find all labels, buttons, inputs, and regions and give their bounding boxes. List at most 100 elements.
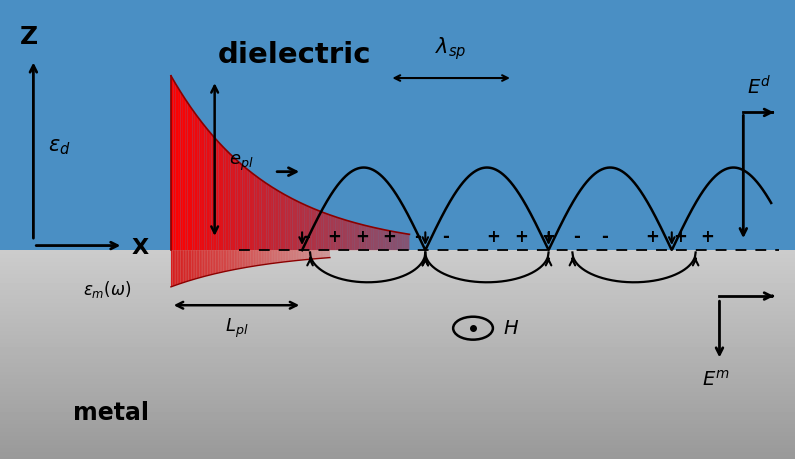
- Text: $\varepsilon_m(\omega)$: $\varepsilon_m(\omega)$: [83, 279, 131, 300]
- Polygon shape: [369, 226, 371, 250]
- Polygon shape: [174, 250, 176, 285]
- Polygon shape: [204, 250, 206, 276]
- Polygon shape: [324, 213, 326, 250]
- Text: +: +: [645, 228, 659, 246]
- Polygon shape: [374, 228, 376, 250]
- Polygon shape: [239, 250, 241, 269]
- Polygon shape: [328, 250, 330, 257]
- Text: -: -: [303, 228, 309, 246]
- Polygon shape: [206, 250, 207, 276]
- Bar: [0, 0, 795, 250]
- Polygon shape: [407, 234, 409, 250]
- Polygon shape: [193, 250, 195, 280]
- Polygon shape: [300, 250, 301, 260]
- Polygon shape: [242, 165, 245, 250]
- Polygon shape: [252, 173, 254, 250]
- Polygon shape: [212, 250, 214, 274]
- Polygon shape: [190, 250, 192, 280]
- Text: -: -: [573, 228, 580, 246]
- Polygon shape: [238, 250, 239, 269]
- Polygon shape: [262, 180, 264, 250]
- Polygon shape: [192, 250, 193, 280]
- Polygon shape: [327, 250, 328, 258]
- Polygon shape: [293, 250, 295, 261]
- Polygon shape: [362, 224, 364, 250]
- Text: $E^m$: $E^m$: [701, 369, 730, 390]
- Text: +: +: [486, 228, 500, 246]
- Text: +: +: [514, 228, 528, 246]
- Polygon shape: [260, 250, 262, 265]
- Polygon shape: [264, 182, 266, 250]
- Polygon shape: [214, 250, 215, 274]
- Polygon shape: [350, 221, 352, 250]
- Polygon shape: [405, 234, 407, 250]
- Polygon shape: [312, 250, 314, 259]
- Polygon shape: [190, 106, 192, 250]
- Polygon shape: [257, 250, 258, 266]
- Polygon shape: [250, 250, 252, 267]
- Polygon shape: [228, 152, 231, 250]
- Polygon shape: [352, 222, 355, 250]
- Polygon shape: [259, 179, 262, 250]
- Text: $e_{pl}$: $e_{pl}$: [229, 153, 254, 173]
- Polygon shape: [197, 116, 200, 250]
- Polygon shape: [269, 185, 271, 250]
- Polygon shape: [326, 213, 328, 250]
- Polygon shape: [257, 177, 259, 250]
- Polygon shape: [217, 250, 219, 273]
- Polygon shape: [185, 99, 188, 250]
- Polygon shape: [226, 150, 228, 250]
- Polygon shape: [268, 250, 270, 264]
- Polygon shape: [297, 201, 300, 250]
- Polygon shape: [200, 250, 201, 278]
- Text: $\varepsilon_d$: $\varepsilon_d$: [48, 137, 71, 157]
- Polygon shape: [290, 198, 293, 250]
- Polygon shape: [271, 186, 273, 250]
- Text: Z: Z: [21, 25, 38, 49]
- Polygon shape: [274, 250, 276, 263]
- Polygon shape: [279, 250, 281, 263]
- Polygon shape: [252, 250, 254, 266]
- Polygon shape: [309, 207, 312, 250]
- Polygon shape: [284, 250, 285, 262]
- Polygon shape: [316, 250, 317, 259]
- Polygon shape: [173, 80, 176, 250]
- Polygon shape: [209, 131, 211, 250]
- Polygon shape: [386, 230, 388, 250]
- Polygon shape: [173, 250, 174, 286]
- Text: +: +: [541, 228, 556, 246]
- Polygon shape: [262, 250, 263, 265]
- Polygon shape: [195, 250, 196, 279]
- Polygon shape: [196, 250, 198, 279]
- Polygon shape: [247, 250, 249, 267]
- Polygon shape: [238, 161, 240, 250]
- Polygon shape: [288, 196, 290, 250]
- Text: +: +: [327, 228, 341, 246]
- Polygon shape: [301, 250, 303, 260]
- Polygon shape: [215, 250, 217, 274]
- Polygon shape: [235, 159, 238, 250]
- Polygon shape: [176, 250, 177, 285]
- Polygon shape: [355, 223, 357, 250]
- Polygon shape: [233, 250, 235, 270]
- Polygon shape: [398, 232, 400, 250]
- Polygon shape: [290, 250, 292, 261]
- Polygon shape: [183, 95, 185, 250]
- Polygon shape: [250, 171, 252, 250]
- Polygon shape: [180, 92, 183, 250]
- Polygon shape: [188, 103, 190, 250]
- Polygon shape: [311, 250, 312, 259]
- Polygon shape: [276, 250, 277, 263]
- Polygon shape: [258, 250, 260, 265]
- Polygon shape: [223, 147, 226, 250]
- Polygon shape: [306, 250, 308, 260]
- Polygon shape: [230, 250, 231, 270]
- Polygon shape: [179, 250, 180, 284]
- Polygon shape: [171, 250, 173, 287]
- Polygon shape: [231, 154, 233, 250]
- Text: +: +: [673, 228, 687, 246]
- Polygon shape: [273, 250, 274, 263]
- Polygon shape: [347, 221, 350, 250]
- Polygon shape: [236, 250, 238, 269]
- Polygon shape: [273, 188, 276, 250]
